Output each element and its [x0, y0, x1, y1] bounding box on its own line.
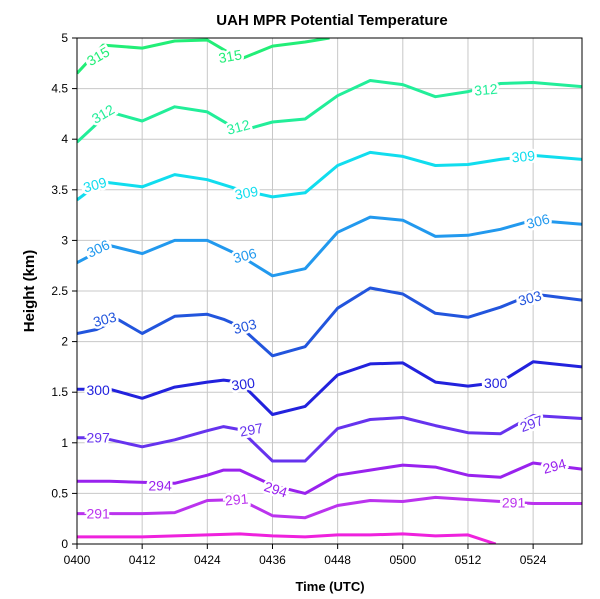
contour-line-300 — [77, 360, 582, 416]
y-tick-label: 3.5 — [51, 183, 68, 197]
x-tick-label: 0412 — [129, 553, 156, 567]
contour-label: 294 — [541, 455, 568, 477]
contour-label: 291 — [86, 506, 110, 522]
contour-label: 294 — [148, 477, 172, 493]
x-tick-label: 0400 — [64, 553, 91, 567]
contour-label: 297 — [86, 430, 110, 446]
contour-label: 297 — [238, 420, 264, 440]
contour-label: 303 — [231, 316, 258, 338]
contour-label: 291 — [502, 495, 526, 511]
contour-label: 312 — [89, 101, 117, 127]
contour-label: 291 — [224, 490, 249, 508]
contour-line-315 — [77, 38, 330, 75]
y-tick-label: 0.5 — [51, 486, 68, 500]
y-tick-label: 1.5 — [51, 385, 68, 399]
contour-label: 315 — [217, 46, 243, 66]
contour-label: 309 — [82, 174, 109, 196]
y-tick-label: 3 — [61, 233, 68, 247]
contour-line-306 — [77, 215, 582, 278]
contour-label: 300 — [484, 375, 508, 391]
contour-label: 300 — [230, 375, 256, 394]
y-tick-label: 0 — [61, 537, 68, 551]
contour-label: 306 — [84, 236, 112, 260]
y-tick-label: 4 — [61, 132, 68, 146]
contour-line-291 — [77, 495, 582, 520]
contour-label: 303 — [91, 309, 118, 331]
contour-label: 300 — [86, 382, 110, 398]
contour-label: 312 — [225, 116, 252, 138]
y-tick-label: 2.5 — [51, 284, 68, 298]
x-tick-label: 0436 — [259, 553, 286, 567]
contour-line-309 — [77, 150, 582, 202]
y-axis-label: Height (km) — [21, 250, 38, 333]
contour-line-294 — [77, 461, 582, 495]
contour-line-312 — [77, 79, 582, 144]
x-tick-label: 0448 — [324, 553, 351, 567]
x-axis-label: Time (UTC) — [295, 579, 364, 594]
contour-line-288 — [77, 532, 497, 544]
chart-title: UAH MPR Potential Temperature — [216, 12, 447, 29]
contour-label: 312 — [474, 81, 499, 99]
y-tick-label: 4.5 — [51, 82, 68, 96]
contour-label: 306 — [525, 210, 552, 232]
x-tick-label: 0524 — [520, 553, 547, 567]
contour-label: 309 — [234, 183, 260, 203]
x-tick-label: 0512 — [455, 553, 482, 567]
contour-label: 315 — [84, 43, 112, 69]
y-tick-label: 2 — [61, 335, 68, 349]
contour-line-297 — [77, 414, 582, 463]
contour-label: 309 — [511, 147, 536, 165]
contour-line-303 — [77, 286, 582, 358]
y-tick-label: 5 — [61, 31, 68, 45]
x-tick-label: 0424 — [194, 553, 221, 567]
contour-label: 294 — [262, 478, 289, 501]
x-tick-label: 0500 — [389, 553, 416, 567]
y-tick-label: 1 — [61, 436, 68, 450]
